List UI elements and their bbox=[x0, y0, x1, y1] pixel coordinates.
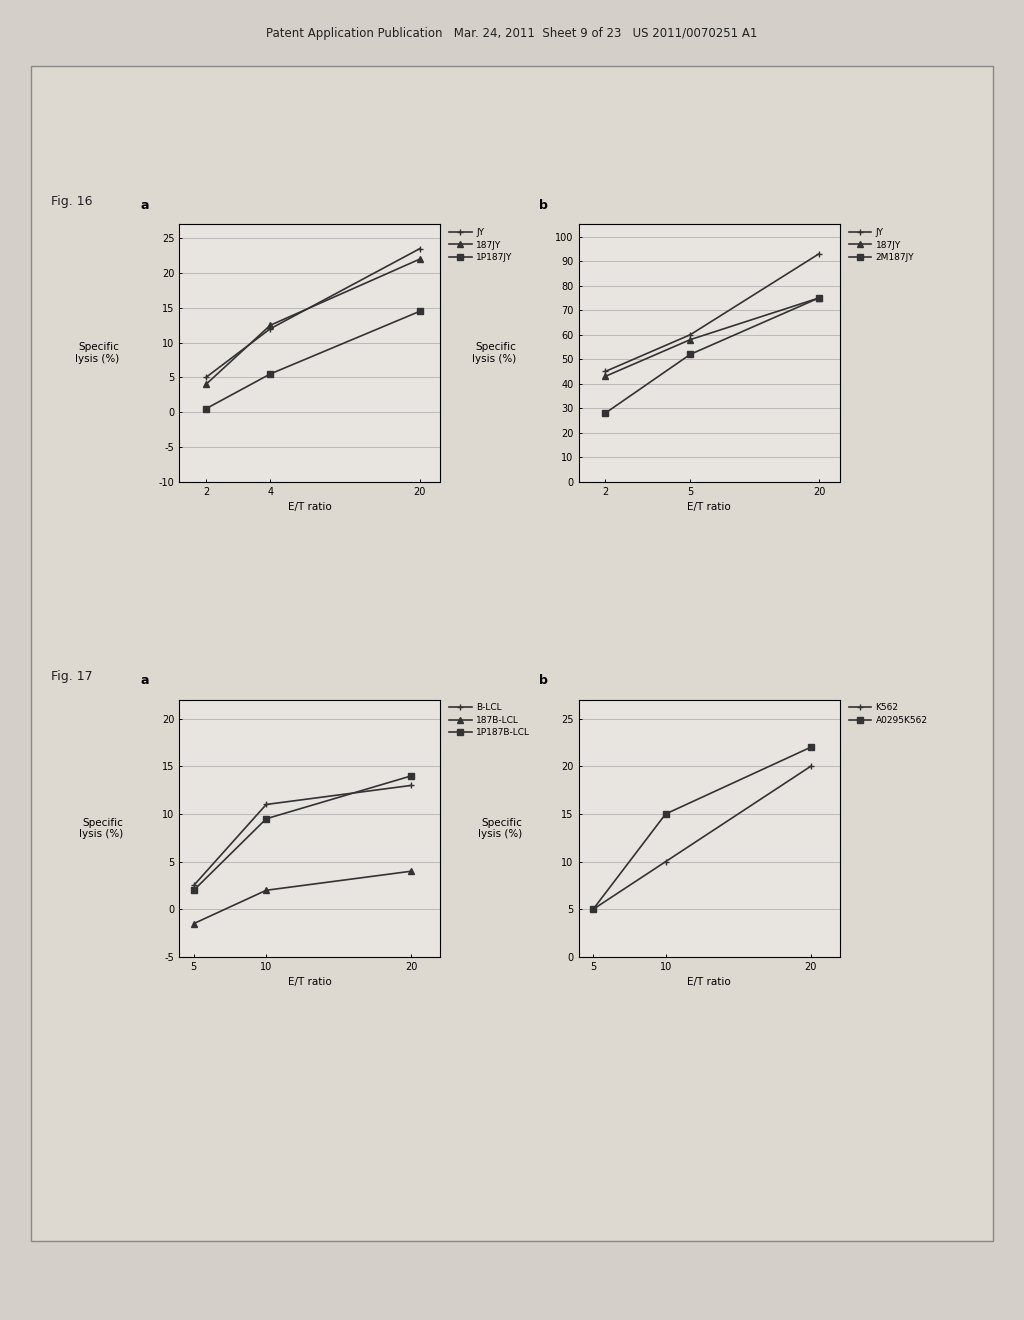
JY bbox=[414, 240, 426, 256]
JY bbox=[264, 321, 276, 337]
Legend: JY, 187JY, 1P187JY: JY, 187JY, 1P187JY bbox=[445, 224, 516, 265]
2M187JY bbox=[599, 405, 611, 421]
Text: Fig. 17: Fig. 17 bbox=[51, 671, 93, 682]
Line: B-LCL: B-LCL bbox=[190, 783, 414, 888]
1P187JY bbox=[200, 401, 212, 417]
Text: a: a bbox=[140, 198, 148, 211]
JY bbox=[813, 246, 825, 261]
Y-axis label: Specific
lysis (%): Specific lysis (%) bbox=[472, 342, 516, 364]
Text: b: b bbox=[540, 673, 548, 686]
187JY bbox=[813, 290, 825, 306]
Line: 187JY: 187JY bbox=[203, 256, 422, 387]
Y-axis label: Specific
lysis (%): Specific lysis (%) bbox=[478, 817, 522, 840]
K562 bbox=[805, 759, 817, 775]
1P187JY bbox=[264, 366, 276, 381]
2M187JY bbox=[684, 346, 696, 362]
JY bbox=[599, 363, 611, 379]
JY bbox=[684, 327, 696, 343]
Legend: B-LCL, 187B-LCL, 1P187B-LCL: B-LCL, 187B-LCL, 1P187B-LCL bbox=[445, 700, 534, 741]
X-axis label: E/T ratio: E/T ratio bbox=[687, 502, 731, 512]
Line: 2M187JY: 2M187JY bbox=[602, 296, 821, 416]
Line: 187JY: 187JY bbox=[602, 296, 821, 379]
1P187B-LCL bbox=[187, 882, 200, 898]
Line: K562: K562 bbox=[590, 763, 813, 912]
187B-LCL bbox=[187, 916, 200, 932]
A0295K562 bbox=[587, 902, 599, 917]
Legend: K562, A0295K562: K562, A0295K562 bbox=[845, 700, 931, 729]
Text: Patent Application Publication   Mar. 24, 2011  Sheet 9 of 23   US 2011/0070251 : Patent Application Publication Mar. 24, … bbox=[266, 26, 758, 40]
Text: Fig. 16: Fig. 16 bbox=[51, 195, 93, 207]
187JY bbox=[599, 368, 611, 384]
Text: b: b bbox=[540, 198, 548, 211]
187B-LCL bbox=[260, 882, 272, 898]
Line: 187B-LCL: 187B-LCL bbox=[190, 869, 414, 927]
Y-axis label: Specific
lysis (%): Specific lysis (%) bbox=[76, 342, 120, 364]
1P187B-LCL bbox=[260, 810, 272, 826]
2M187JY bbox=[813, 290, 825, 306]
187B-LCL bbox=[406, 863, 418, 879]
B-LCL bbox=[187, 878, 200, 894]
A0295K562 bbox=[805, 739, 817, 755]
Line: 1P187B-LCL: 1P187B-LCL bbox=[190, 774, 414, 894]
A0295K562 bbox=[659, 807, 672, 822]
1P187JY bbox=[414, 304, 426, 319]
187JY bbox=[264, 317, 276, 333]
187JY bbox=[684, 331, 696, 347]
Line: JY: JY bbox=[203, 246, 422, 380]
Line: JY: JY bbox=[602, 251, 821, 375]
B-LCL bbox=[406, 777, 418, 793]
Y-axis label: Specific
lysis (%): Specific lysis (%) bbox=[79, 817, 123, 840]
X-axis label: E/T ratio: E/T ratio bbox=[288, 977, 332, 987]
K562 bbox=[659, 854, 672, 870]
B-LCL bbox=[260, 796, 272, 812]
X-axis label: E/T ratio: E/T ratio bbox=[288, 502, 332, 512]
Line: 1P187JY: 1P187JY bbox=[203, 309, 422, 412]
187JY bbox=[200, 376, 212, 392]
1P187B-LCL bbox=[406, 768, 418, 784]
Text: a: a bbox=[140, 673, 148, 686]
187JY bbox=[414, 251, 426, 267]
K562 bbox=[587, 902, 599, 917]
JY bbox=[200, 370, 212, 385]
Legend: JY, 187JY, 2M187JY: JY, 187JY, 2M187JY bbox=[845, 224, 918, 265]
Line: A0295K562: A0295K562 bbox=[590, 744, 813, 912]
X-axis label: E/T ratio: E/T ratio bbox=[687, 977, 731, 987]
